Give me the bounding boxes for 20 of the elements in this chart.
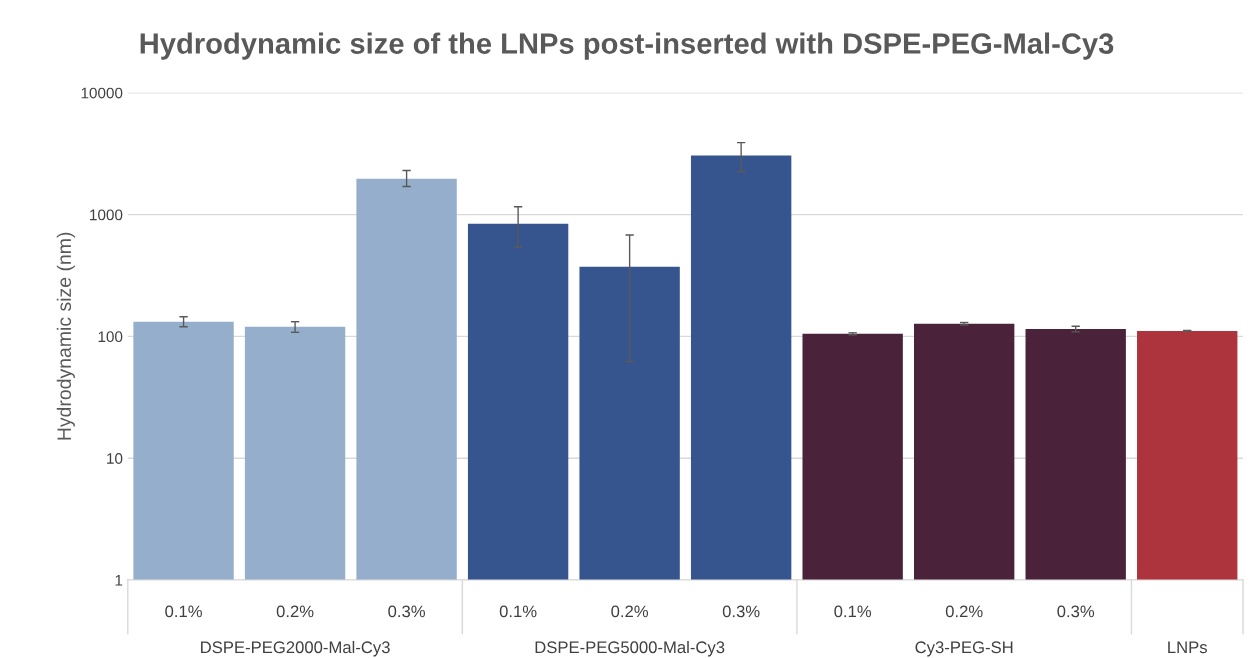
chart-title: Hydrodynamic size of the LNPs post-inserted with DSPE-PEG-Mal-Cy3 xyxy=(140,32,1114,60)
text: DSPE-PEG5000-Mal-Cy3 xyxy=(535,640,725,657)
x-tick-label: 0.1% xyxy=(165,605,202,618)
x-tick-label: 0.3% xyxy=(388,605,425,618)
text: LNPs xyxy=(1168,641,1207,654)
x-tick-label: 0.2% xyxy=(945,605,983,618)
x-tick-label: 0.3% xyxy=(722,605,760,618)
y-tick-label: 1000 xyxy=(90,209,123,221)
y-tick-label: 10 xyxy=(107,453,123,464)
y-tick-label: 10000 xyxy=(81,87,123,99)
x-tick-label: 0.1% xyxy=(499,605,537,618)
x-tick-label: 0.2% xyxy=(276,605,314,618)
text: Cy3-PEG-SH xyxy=(915,641,1013,657)
x-tick-label: 0.2% xyxy=(611,605,649,618)
x-tick-label: 0.3% xyxy=(1057,605,1095,618)
y-tick-label: 100 xyxy=(98,331,123,343)
text: DSPE-PEG2000-Mal-Cy3 xyxy=(201,640,390,657)
y-tick-label: 1 xyxy=(115,575,123,586)
y-axis-title: Hydrodynamic size (nm) xyxy=(56,232,75,440)
x-tick-label: 0.1% xyxy=(834,605,872,618)
